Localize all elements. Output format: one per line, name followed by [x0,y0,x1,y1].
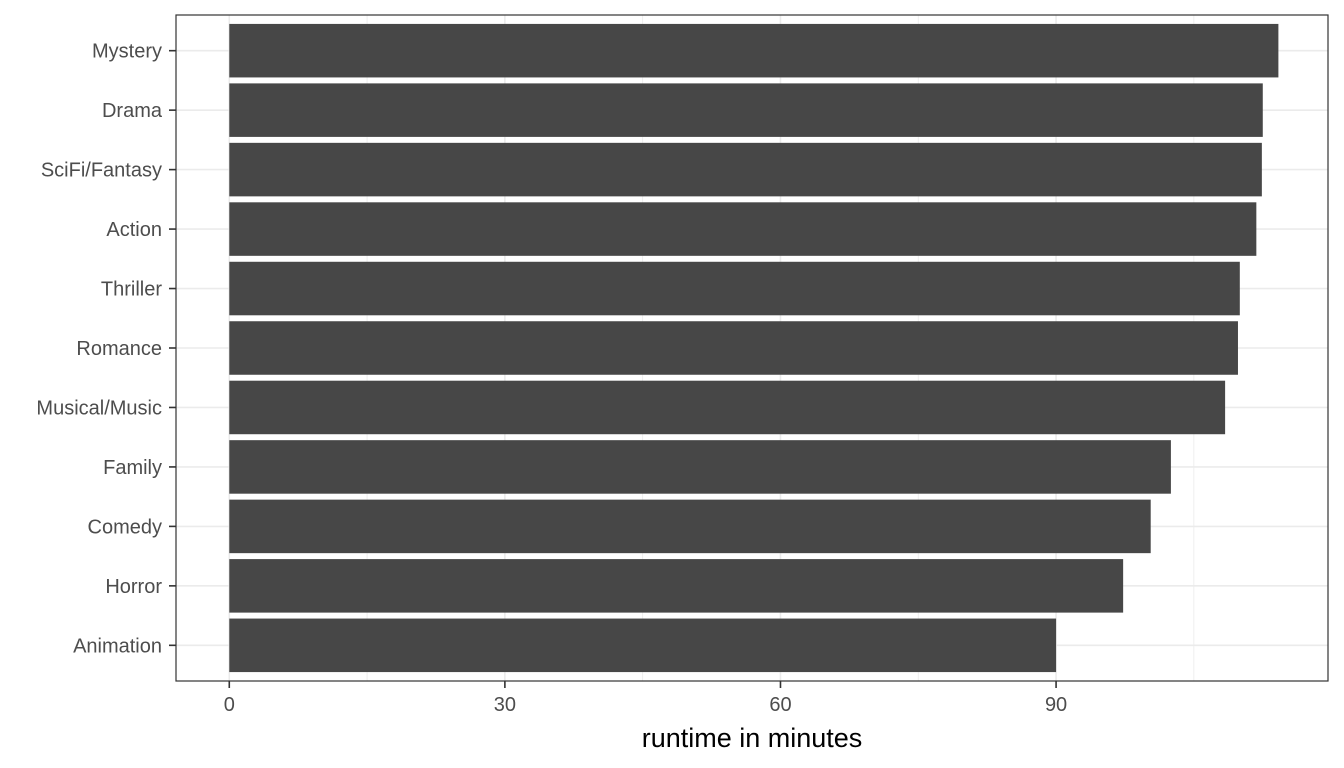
bar [229,142,1262,197]
x-axis: 0 30 60 90 [224,681,1067,716]
bar [229,321,1238,375]
bars [229,23,1279,673]
bar [229,440,1171,494]
x-axis-title: runtime in minutes [642,723,863,753]
bar [229,380,1226,435]
x-tick-label: 30 [494,694,516,716]
y-tick-label: Action [106,219,162,241]
bar [229,499,1151,554]
bar [229,261,1240,316]
y-axis: Mystery Drama SciFi/Fantasy Action Thriller R… [36,41,176,657]
x-tick-label: 0 [224,694,235,716]
y-tick-label: Mystery [92,41,162,63]
bar [229,23,1279,78]
bar [229,83,1263,137]
y-tick-label: Horror [105,576,162,598]
x-tick-label: 90 [1045,694,1067,716]
bar [229,618,1057,673]
x-tick-label: 60 [769,694,791,716]
y-tick-label: Animation [73,635,162,657]
bar [229,202,1257,256]
y-tick-label: Comedy [88,516,162,538]
y-tick-label: Thriller [101,279,162,301]
y-tick-label: Drama [102,100,163,122]
bar [229,559,1124,613]
y-tick-label: Romance [76,338,162,360]
y-tick-label: Family [103,457,162,479]
y-tick-label: Musical/Music [36,397,162,419]
y-tick-label: SciFi/Fantasy [41,160,162,182]
